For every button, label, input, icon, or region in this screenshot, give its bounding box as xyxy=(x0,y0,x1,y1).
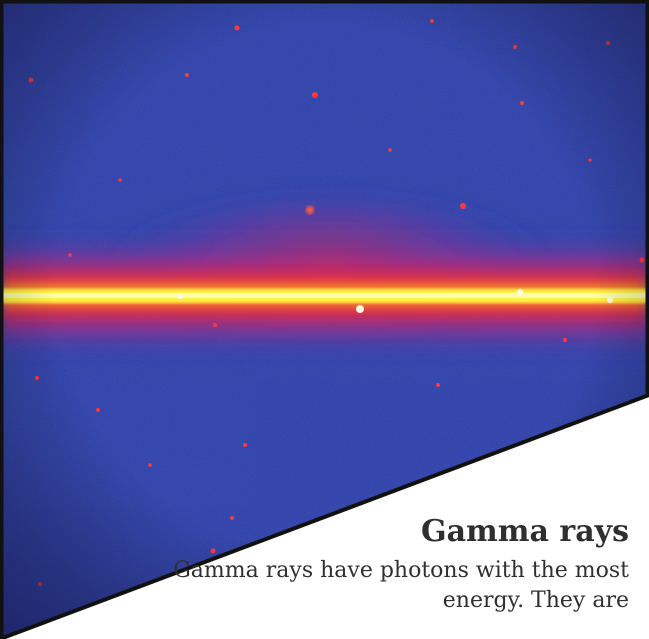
caption-panel: Gamma rays Gamma rays have photons with … xyxy=(169,514,629,616)
caption-title: Gamma rays xyxy=(421,514,629,549)
caption-body: Gamma rays have photons with the most en… xyxy=(173,558,629,613)
